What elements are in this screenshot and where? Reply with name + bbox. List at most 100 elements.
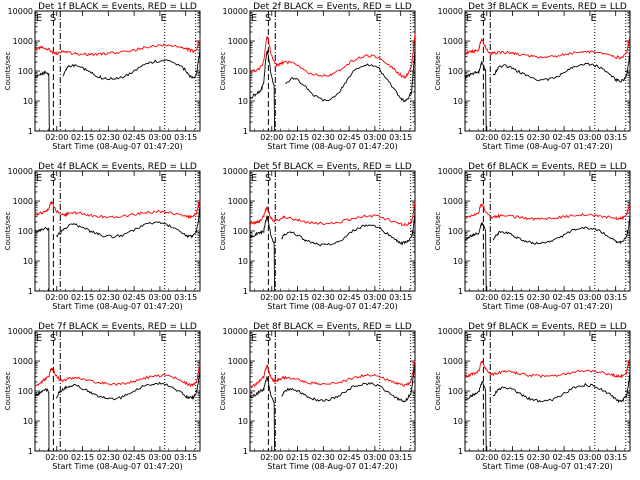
- y-axis-label: Counts/sec: [4, 372, 12, 411]
- y-tick-label: 1: [243, 287, 248, 296]
- x-tick-label: 02:00: [45, 453, 68, 462]
- x-tick-label: 02:15: [501, 133, 524, 142]
- event-marker: E: [161, 173, 167, 184]
- x-tick-label: 02:00: [45, 133, 68, 142]
- chart-panel-5: Det 5f BLACK = Events, RED = LLD 1 10 100 10…: [219, 162, 416, 311]
- chart-title: Det 4f BLACK = Events, RED = LLD: [38, 162, 197, 172]
- y-tick-label: 10000: [223, 167, 248, 176]
- y-tick-label: 1: [243, 127, 248, 136]
- y-tick-label: 10000: [223, 327, 248, 336]
- y-tick-label: 1000: [443, 357, 463, 366]
- y-tick-label: 10000: [8, 327, 33, 336]
- event-marker: E: [376, 13, 382, 24]
- event-marker: E: [36, 333, 42, 344]
- x-tick-label: 02:30: [97, 133, 120, 142]
- event-marker: S: [480, 13, 486, 24]
- y-tick-label: 10: [23, 97, 33, 106]
- event-marker: S: [50, 13, 56, 24]
- chart-title: Det 7f BLACK = Events, RED = LLD: [38, 322, 197, 332]
- y-axis-label: Counts/sec: [434, 212, 442, 251]
- y-axis-label: Counts/sec: [4, 52, 12, 91]
- x-tick-label: 02:45: [553, 293, 576, 302]
- y-tick-label: 1000: [13, 357, 33, 366]
- event-marker: E: [376, 173, 382, 184]
- x-tick-label: 02:00: [260, 133, 283, 142]
- chart-panel-4: Det 4f BLACK = Events, RED = LLD 1 10 100 10…: [4, 162, 201, 311]
- event-marker: E: [251, 333, 257, 344]
- x-tick-label: 03:00: [578, 293, 601, 302]
- y-tick-label: 1: [28, 447, 33, 456]
- chart-title: Det 2f BLACK = Events, RED = LLD: [253, 2, 412, 12]
- x-tick-label: 03:00: [148, 453, 171, 462]
- lld-series-line: [464, 201, 631, 221]
- chart-panel-9: Det 9f BLACK = Events, RED = LLD 1 10 100 10…: [434, 322, 631, 471]
- event-marker: S: [480, 333, 486, 344]
- x-tick-label: 02:30: [527, 453, 550, 462]
- plot-frame: [464, 170, 631, 292]
- x-tick-label: 03:15: [174, 453, 197, 462]
- x-tick-label: 03:15: [604, 133, 627, 142]
- x-tick-label: 02:45: [338, 133, 361, 142]
- plot-frame: [34, 170, 201, 292]
- y-tick-label: 1000: [443, 37, 463, 46]
- x-tick-label: 03:15: [174, 133, 197, 142]
- y-tick-label: 1: [28, 287, 33, 296]
- plot-frame: [34, 10, 201, 132]
- y-tick-label: 10: [453, 417, 463, 426]
- x-tick-label: 02:15: [71, 293, 94, 302]
- x-axis-label: Start Time (08-Aug-07 01:47:20): [482, 462, 613, 471]
- y-tick-label: 10000: [438, 7, 463, 16]
- y-tick-label: 10: [453, 257, 463, 266]
- event-marker: E: [376, 333, 382, 344]
- x-axis-label: Start Time (08-Aug-07 01:47:20): [267, 142, 398, 151]
- lld-series-line: [464, 36, 631, 60]
- event-marker: E: [36, 173, 42, 184]
- lld-series-line: [34, 200, 201, 219]
- y-tick-label: 1: [243, 447, 248, 456]
- x-tick-label: 03:00: [148, 133, 171, 142]
- y-axis-label: Counts/sec: [4, 212, 12, 251]
- x-tick-label: 03:00: [363, 453, 386, 462]
- event-marker: E: [466, 173, 472, 184]
- x-tick-label: 02:15: [501, 453, 524, 462]
- x-tick-label: 03:15: [174, 293, 197, 302]
- chart-title: Det 3f BLACK = Events, RED = LLD: [468, 2, 627, 12]
- x-tick-label: 02:00: [260, 453, 283, 462]
- lld-series-line: [249, 360, 416, 389]
- y-tick-label: 10000: [223, 7, 248, 16]
- x-axis-label: Start Time (08-Aug-07 01:47:20): [52, 142, 183, 151]
- x-tick-label: 02:30: [312, 133, 335, 142]
- x-tick-label: 02:15: [501, 293, 524, 302]
- y-tick-label: 10: [238, 257, 248, 266]
- event-marker: S: [265, 333, 271, 344]
- event-marker: S: [265, 13, 271, 24]
- y-tick-label: 1000: [228, 37, 248, 46]
- y-axis-label: Counts/sec: [434, 372, 442, 411]
- event-marker: E: [251, 13, 257, 24]
- x-tick-label: 02:30: [97, 293, 120, 302]
- x-tick-label: 02:45: [338, 453, 361, 462]
- events-series-line: [34, 49, 201, 132]
- chart-title: Det 8f BLACK = Events, RED = LLD: [253, 322, 412, 332]
- y-tick-label: 10: [23, 257, 33, 266]
- y-tick-label: 10: [238, 417, 248, 426]
- events-series-line: [249, 363, 416, 452]
- lld-series-line: [34, 38, 201, 57]
- x-tick-label: 02:00: [475, 293, 498, 302]
- x-tick-label: 03:15: [604, 293, 627, 302]
- plot-frame: [34, 330, 201, 452]
- x-tick-label: 02:30: [97, 453, 120, 462]
- events-series-line: [34, 206, 201, 292]
- event-marker: E: [36, 13, 42, 24]
- x-tick-label: 03:00: [148, 293, 171, 302]
- chart-panel-7: Det 7f BLACK = Events, RED = LLD 1 10 100 10…: [4, 322, 201, 471]
- y-tick-label: 1000: [13, 37, 33, 46]
- y-tick-label: 1: [458, 127, 463, 136]
- y-tick-label: 100: [18, 227, 33, 236]
- y-axis-label: Counts/sec: [434, 52, 442, 91]
- x-tick-label: 02:45: [553, 133, 576, 142]
- y-tick-label: 1: [28, 127, 33, 136]
- x-tick-label: 03:15: [604, 453, 627, 462]
- lld-series-line: [249, 201, 416, 227]
